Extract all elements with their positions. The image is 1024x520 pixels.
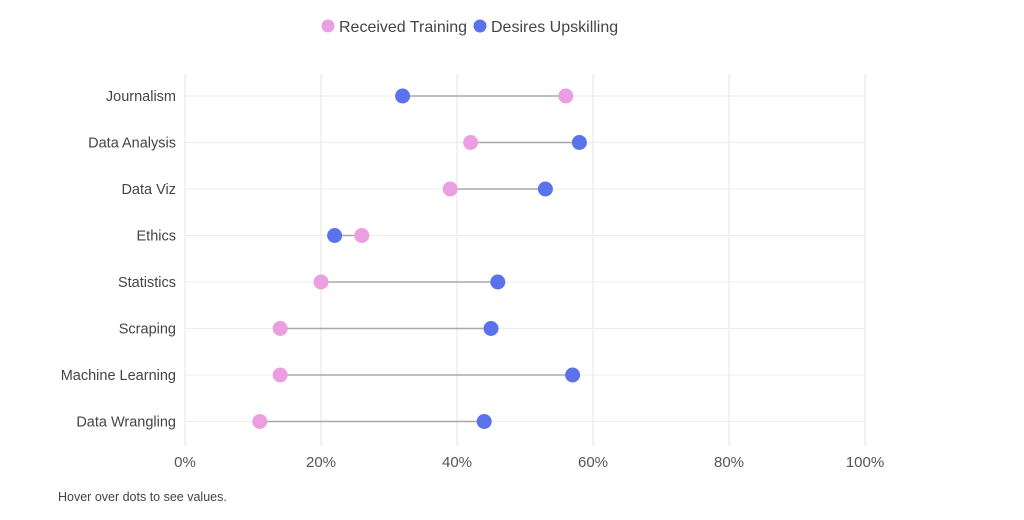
category-label-0: Journalism <box>106 89 176 105</box>
data-points <box>252 88 587 429</box>
desires-upskilling-dot-3[interactable] <box>327 228 343 243</box>
hover-hint: Hover over dots to see values. <box>58 490 227 504</box>
desires-upskilling-dot-2[interactable] <box>537 181 553 197</box>
connectors <box>259 95 580 423</box>
x-tick-label-3: 60% <box>578 454 608 471</box>
received-training-dot-7[interactable] <box>252 414 268 429</box>
category-label-4: Statistics <box>118 275 176 291</box>
legend-marker-0 <box>321 19 335 33</box>
received-training-dot-6[interactable] <box>272 367 288 383</box>
desires-upskilling-dot-5[interactable] <box>483 321 499 336</box>
x-tick-label-4: 80% <box>714 454 744 471</box>
x-tick-label-5: 100% <box>846 454 884 471</box>
legend-label-0: Received Training <box>339 19 467 36</box>
category-label-1: Data Analysis <box>88 136 176 152</box>
desires-upskilling-dot-4[interactable] <box>490 274 506 290</box>
legend-marker-1 <box>473 19 487 33</box>
desires-upskilling-dot-6[interactable] <box>565 367 581 383</box>
x-tick-label-2: 40% <box>442 454 472 471</box>
x-tick-labels: 0% 20% 40% 60% 80% 100% <box>174 454 884 471</box>
category-label-6: Machine Learning <box>61 368 176 384</box>
x-tick-label-0: 0% <box>174 454 196 471</box>
received-training-dot-2[interactable] <box>442 181 458 197</box>
grid <box>184 74 866 446</box>
received-training-dot-0[interactable] <box>558 88 574 104</box>
desires-upskilling-dot-0[interactable] <box>395 88 411 104</box>
category-label-7: Data Wrangling <box>76 415 176 431</box>
category-label-5: Scraping <box>119 322 176 338</box>
received-training-dot-1[interactable] <box>463 135 479 150</box>
legend: Received Training Desires Upskilling <box>321 19 618 36</box>
category-label-3: Ethics <box>137 229 177 245</box>
desires-upskilling-dot-7[interactable] <box>476 414 492 429</box>
received-training-dot-5[interactable] <box>272 321 288 336</box>
legend-label-1: Desires Upskilling <box>491 19 618 36</box>
received-training-dot-4[interactable] <box>313 274 329 290</box>
received-training-dot-3[interactable] <box>354 228 370 243</box>
category-label-2: Data Viz <box>121 182 176 198</box>
x-tick-label-1: 20% <box>306 454 336 471</box>
desires-upskilling-dot-1[interactable] <box>571 135 587 150</box>
category-labels: Journalism Data Analysis Data Viz Ethics Sta… <box>61 89 176 431</box>
